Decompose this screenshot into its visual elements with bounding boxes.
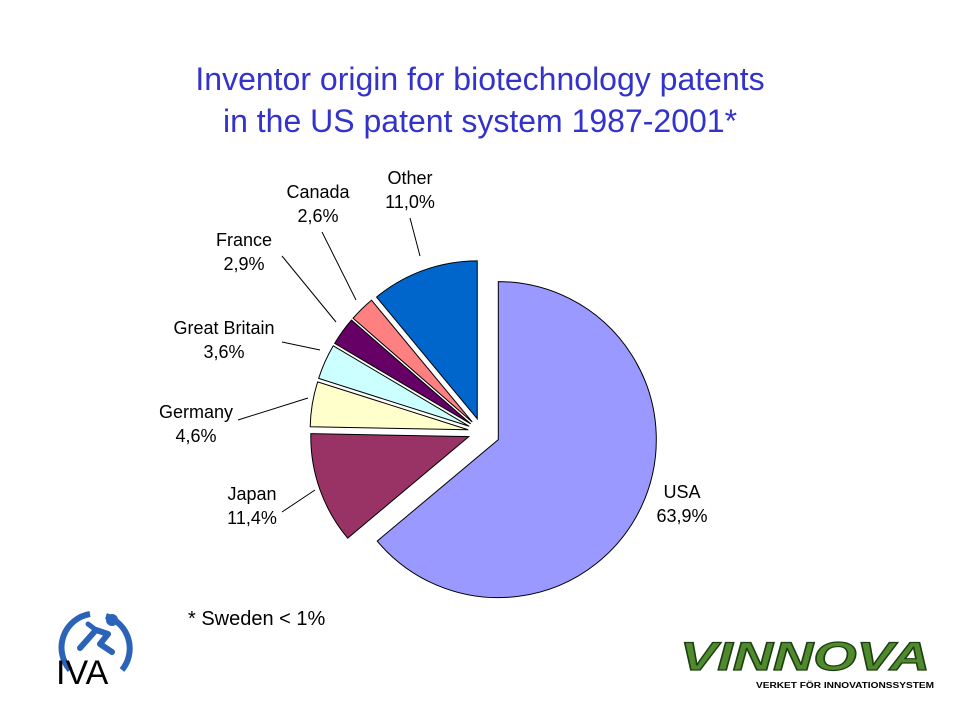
slice-value-label: 4,6% (175, 426, 216, 446)
slice-value-label: 11,0% (385, 192, 435, 212)
leader-line (409, 217, 421, 257)
iva-logo: IVA (56, 611, 133, 690)
slice-value-label: 11,4% (227, 508, 277, 528)
title-line-1: Inventor origin for biotechnology patent… (195, 61, 765, 97)
pie-slice-great-britain (318, 345, 470, 427)
pie-slice-other (375, 260, 478, 421)
leader-line (281, 255, 337, 323)
slice-value-label: 2,6% (297, 206, 338, 226)
slice-label: Japan (227, 484, 276, 504)
slice-label: Other (387, 168, 432, 188)
leader-line (237, 397, 309, 421)
vinnova-logo: VINNOVA VERKET FÖR INNOVATIONSSYSTEM (679, 634, 934, 690)
slice-value-label: 2,9% (223, 254, 264, 274)
slice-label: Canada (286, 182, 350, 202)
pie-slice-canada (352, 299, 473, 423)
pie-slice-france (333, 319, 471, 425)
slice-label: Great Britain (173, 318, 274, 338)
slice-value-label: 63,9% (656, 506, 707, 526)
chart-title: Inventor origin for biotechnology patent… (0, 58, 960, 142)
title-line-2: in the US patent system 1987-2001* (222, 103, 738, 139)
pie-slice-germany (309, 381, 469, 431)
slice-value-label: 3,6% (203, 342, 244, 362)
slice-label: France (216, 230, 272, 250)
svg-text:VERKET FÖR INNOVATIONSSYSTEM: VERKET FÖR INNOVATIONSSYSTEM (756, 681, 934, 690)
footnote: * Sweden < 1% (188, 608, 326, 630)
svg-text:VINNOVA: VINNOVA (680, 635, 930, 679)
svg-text:IVA: IVA (56, 654, 109, 690)
slice-label: USA (663, 482, 700, 502)
leader-line (321, 231, 357, 301)
leader-line (281, 489, 316, 513)
leader-line (281, 341, 321, 351)
pie-slice-japan (310, 433, 471, 539)
slice-label: Germany (159, 402, 233, 422)
pie-slice-usa (376, 281, 657, 599)
